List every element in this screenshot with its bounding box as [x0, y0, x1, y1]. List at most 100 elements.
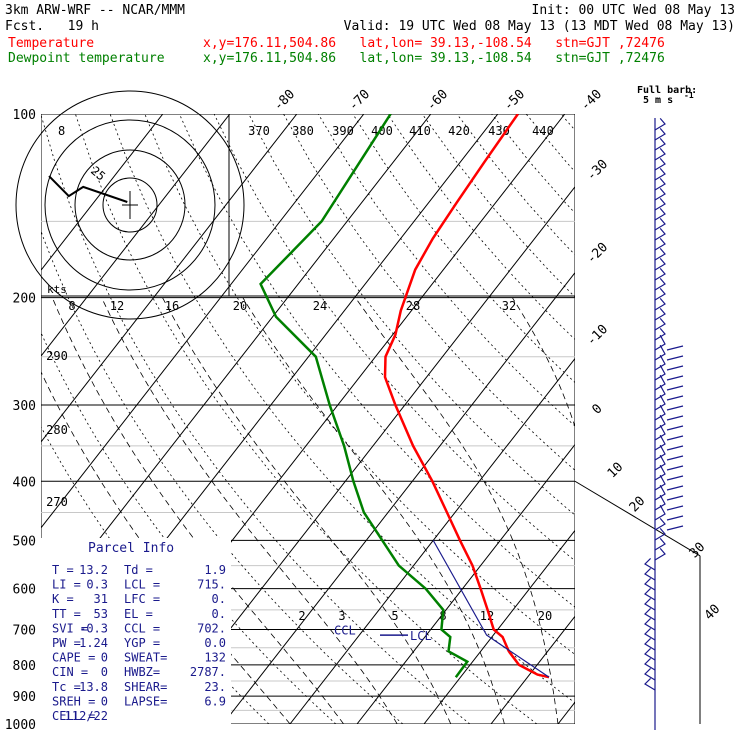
wind-barb-flag: [666, 425, 684, 431]
parcel-row-value: 13.2: [79, 563, 108, 577]
isotherm-line: [41, 114, 231, 357]
wind-barb: [644, 617, 656, 631]
init-time: Init: 00 UTC Wed 08 May 13: [532, 3, 736, 18]
moist-adiabat: [665, 298, 679, 724]
wind-barb: [654, 484, 666, 501]
isotherm-label: 10: [605, 460, 627, 482]
wind-barb: [644, 567, 656, 581]
profiles: LCL CCL: [259, 114, 550, 679]
wind-barb: [644, 587, 656, 601]
dry-adiabat: [560, 114, 575, 131]
full-barb-exponent: -1: [684, 91, 694, 100]
wind-barb-flag: [666, 355, 684, 361]
wind-barb: [644, 637, 656, 651]
theta-label: 270: [46, 495, 68, 509]
isotherm-line: [423, 529, 575, 724]
parcel-row-label: SHEAR=: [124, 680, 167, 694]
dry-adiabat: [456, 114, 575, 256]
dry-adiabat: [491, 114, 575, 214]
wind-barb-flag: [666, 375, 684, 381]
wind-barb: [654, 414, 666, 431]
pressure-label: 500: [13, 534, 36, 549]
parcel-row-label: SREH =: [52, 694, 95, 708]
isotherm-label: -50: [501, 87, 528, 114]
wind-barb: [654, 394, 666, 411]
parcel-info-title: Parcel Info: [88, 541, 174, 556]
speed-label: 20: [233, 299, 247, 313]
isotherm-line: [41, 114, 298, 443]
parcel-row-label: TT =: [52, 607, 81, 621]
speed-label: 24: [313, 299, 327, 313]
pressure-label: 100: [13, 108, 36, 123]
wind-barb: [654, 178, 666, 191]
hodograph-ring: [102, 177, 158, 233]
mixing-ratio-label: 3: [338, 609, 345, 623]
parcel-row-value: 31: [94, 592, 108, 606]
parcel-row-label: LAPSE=: [124, 694, 167, 708]
pressure-label: 300: [13, 399, 36, 414]
pressure-label: 700: [13, 624, 36, 639]
parcel-row-label: YGP =: [124, 636, 160, 650]
moist-adiabat: [354, 297, 559, 724]
moist-adiabat: [162, 297, 452, 724]
ccl-label: CCL: [334, 623, 356, 637]
dry-adiabat: [525, 114, 575, 173]
parcel-row-value: 1.9: [204, 563, 226, 577]
isotherm-line: [41, 114, 164, 271]
wind-barbs: [644, 118, 684, 730]
parcel-row-value: 715.: [197, 578, 226, 592]
wind-barb-flag: [666, 525, 684, 531]
wind-barb-flag: [666, 385, 684, 391]
wind-barb: [654, 434, 666, 451]
isotherm-label: -40: [578, 87, 605, 114]
dry-adiabat: [248, 114, 575, 516]
wind-barb: [654, 474, 666, 491]
speed-label: 8: [68, 299, 75, 313]
hodograph-ring: [74, 149, 186, 261]
forecast-hour: Fcst. 19 h: [5, 19, 99, 34]
wind-barb: [654, 364, 666, 381]
wind-barb: [644, 597, 656, 611]
isotherm-label: -20: [584, 240, 611, 267]
hodograph-ring: [15, 90, 245, 320]
parcel-row-value: 702.: [197, 621, 226, 635]
parcel-row-value: 0: [101, 651, 108, 665]
isotherm-label: 0: [589, 401, 605, 417]
temperature-legend-label: Temperature: [8, 36, 94, 51]
valid-time: Valid: 19 UTC Wed 08 May 13 (13 MDT Wed …: [344, 19, 735, 34]
moist-adiabat: [101, 297, 398, 724]
wind-barb-flag: [666, 415, 684, 421]
parcel-row-value: 13.8: [79, 680, 108, 694]
wind-barb-flag: [666, 485, 684, 491]
theta-label: 280: [46, 423, 68, 437]
parcel-row-label: LCL =: [124, 578, 160, 592]
wind-barb: [644, 557, 656, 571]
wind-barb: [654, 528, 666, 541]
mixing-ratio-label: 20: [538, 609, 552, 623]
isotherm-line: [625, 114, 740, 724]
parcel-row-value: -0.3: [79, 621, 108, 635]
wind-barb: [654, 298, 666, 311]
isotherm-line: [557, 701, 575, 724]
pressure-label: 400: [13, 475, 36, 490]
wind-barb: [654, 334, 666, 351]
isotherm-line: [490, 615, 575, 724]
pressure-label: 600: [13, 583, 36, 598]
wind-barb-flag: [666, 475, 684, 481]
isotherm-label: -80: [271, 87, 298, 114]
isotherm-label: 30: [687, 540, 709, 562]
parcel-row-value: 53: [94, 607, 108, 621]
pressure-label: 200: [13, 292, 36, 307]
dry-adiabat: [665, 114, 740, 724]
wind-barb: [654, 504, 666, 521]
isotherm-label: -10: [584, 322, 611, 349]
wind-barb: [654, 518, 666, 531]
wind-barb: [654, 344, 666, 361]
model-title: 3km ARW-WRF -- NCAR/MMM: [5, 3, 185, 18]
wind-barb-flag: [666, 515, 684, 521]
parcel-row-value: 0.0: [204, 636, 226, 650]
wind-barb: [654, 238, 666, 251]
pressure-label: 1000: [5, 718, 36, 733]
